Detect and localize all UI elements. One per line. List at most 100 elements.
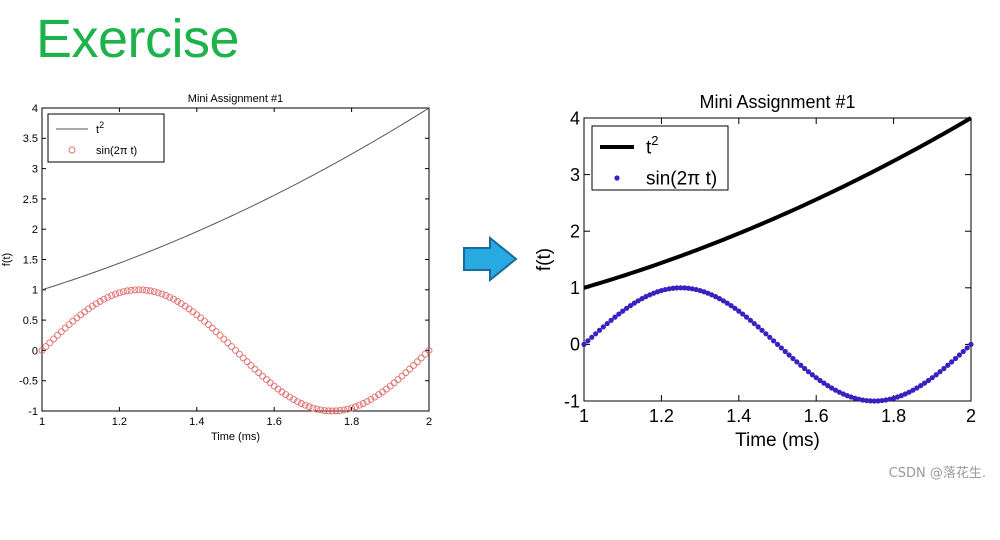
data-point-sin: [817, 377, 823, 384]
series-line-t-squared: [583, 116, 973, 290]
data-point-sin: [119, 288, 127, 296]
legend-label: sin(2π t): [646, 169, 717, 190]
data-point-sin: [344, 405, 352, 413]
data-point-sin: [798, 362, 804, 368]
data-point-sin: [740, 311, 746, 317]
data-point-sin: [600, 324, 606, 330]
data-point-sin: [255, 369, 263, 377]
legend-label: t2: [96, 120, 104, 136]
y-tick-label: 0: [570, 335, 580, 355]
data-point-sin: [883, 397, 889, 403]
data-point-sin: [232, 346, 239, 354]
data-point-sin: [821, 380, 827, 386]
data-point-sin: [685, 285, 692, 291]
x-tick-label: 1.8: [344, 416, 359, 428]
legend-marker-swatch: [614, 175, 620, 181]
legend-label: t2: [646, 133, 659, 159]
data-point-sin: [239, 354, 247, 362]
data-point-sin: [631, 300, 637, 306]
data-point-sin: [743, 314, 750, 320]
y-tick-label: 0: [32, 345, 38, 357]
data-point-sin: [604, 320, 610, 327]
y-tick-label: 2: [570, 222, 580, 242]
y-tick-label: 2.5: [23, 194, 38, 206]
data-point-sin: [774, 341, 781, 347]
data-point-sin: [623, 305, 630, 311]
chart-right: 1 1.2 1.4 1.6 1.8 2 -1 0 1 2 3 4 Mini Assignment #1 T…: [534, 92, 976, 451]
data-point-sin: [906, 389, 912, 395]
data-point-sin: [139, 286, 147, 294]
data-point-sin: [949, 359, 955, 365]
data-point-sin: [54, 331, 61, 339]
data-point-sin: [829, 385, 835, 391]
data-point-sin: [763, 331, 769, 337]
data-point-sin: [709, 292, 715, 298]
data-point-sin: [593, 331, 599, 337]
data-point-sin: [247, 362, 255, 369]
data-point-sin: [146, 287, 154, 295]
data-point-sin: [367, 395, 375, 403]
x-tick-label: 1: [39, 416, 45, 428]
y-axis-label: f(t): [534, 248, 555, 271]
legend-label-base: t: [96, 124, 99, 136]
data-point-sin: [340, 406, 348, 414]
x-tick-label: 1.4: [726, 406, 751, 426]
data-point-sin: [879, 397, 885, 404]
data-point-sin: [394, 376, 402, 384]
x-tick-label: 1.8: [881, 406, 906, 426]
data-point-sin: [317, 406, 325, 414]
data-point-sin: [115, 289, 123, 297]
data-point-sin: [945, 362, 951, 368]
data-point-sin: [150, 288, 158, 296]
x-tick-label: 1.6: [804, 406, 829, 426]
data-point-sin: [425, 346, 433, 354]
data-point-sin: [925, 377, 932, 384]
data-point-sin: [778, 345, 784, 351]
data-point-sin: [328, 407, 336, 415]
data-point-sin: [417, 354, 425, 362]
data-point-sin: [813, 375, 819, 381]
y-axis-label: f(t): [1, 253, 13, 266]
data-point-sin: [585, 338, 591, 344]
data-point-sin: [929, 375, 935, 381]
data-point-sin: [964, 345, 970, 351]
y-tick-label: 3.5: [23, 133, 38, 145]
data-point-sin: [801, 365, 808, 372]
x-tick-label: 2: [426, 416, 432, 428]
data-point-sin: [286, 393, 294, 401]
y-tick-label: -1: [28, 406, 38, 418]
data-point-sin: [305, 403, 313, 411]
data-point-sin: [581, 341, 587, 347]
legend-label-base: t: [646, 138, 652, 159]
data-point-sin: [666, 286, 672, 292]
data-point-sin: [782, 348, 788, 355]
slide-title: Exercise: [36, 9, 240, 69]
data-point-sin: [755, 324, 761, 330]
data-point-sin: [921, 380, 928, 386]
data-point-sin: [406, 365, 414, 373]
x-tick-label: 1.2: [649, 406, 674, 426]
data-point-sin: [589, 334, 595, 340]
data-point-sin: [724, 300, 730, 306]
data-point-sin: [92, 300, 100, 308]
y-tick-label: 4: [32, 103, 38, 115]
data-point-sin: [910, 387, 916, 393]
x-tick-label: 1.2: [112, 416, 127, 428]
x-axis-label: Time (ms): [211, 431, 260, 443]
data-point-sin: [154, 289, 162, 297]
data-point-sin: [608, 317, 614, 323]
data-point-sin: [220, 335, 228, 343]
data-point-sin: [46, 339, 54, 347]
data-point-sin: [825, 383, 831, 389]
data-point-sin: [135, 286, 143, 294]
data-point-sin: [639, 296, 645, 302]
data-point-sin: [871, 398, 877, 404]
data-point-sin: [259, 372, 267, 380]
data-point-sin: [348, 404, 356, 412]
data-point-sin: [293, 398, 301, 406]
data-point-sin: [352, 403, 359, 411]
x-tick-label: 1.4: [189, 416, 204, 428]
y-tick-label: -1: [564, 391, 580, 411]
data-point-sin: [747, 317, 754, 323]
data-point-sin: [410, 362, 417, 369]
